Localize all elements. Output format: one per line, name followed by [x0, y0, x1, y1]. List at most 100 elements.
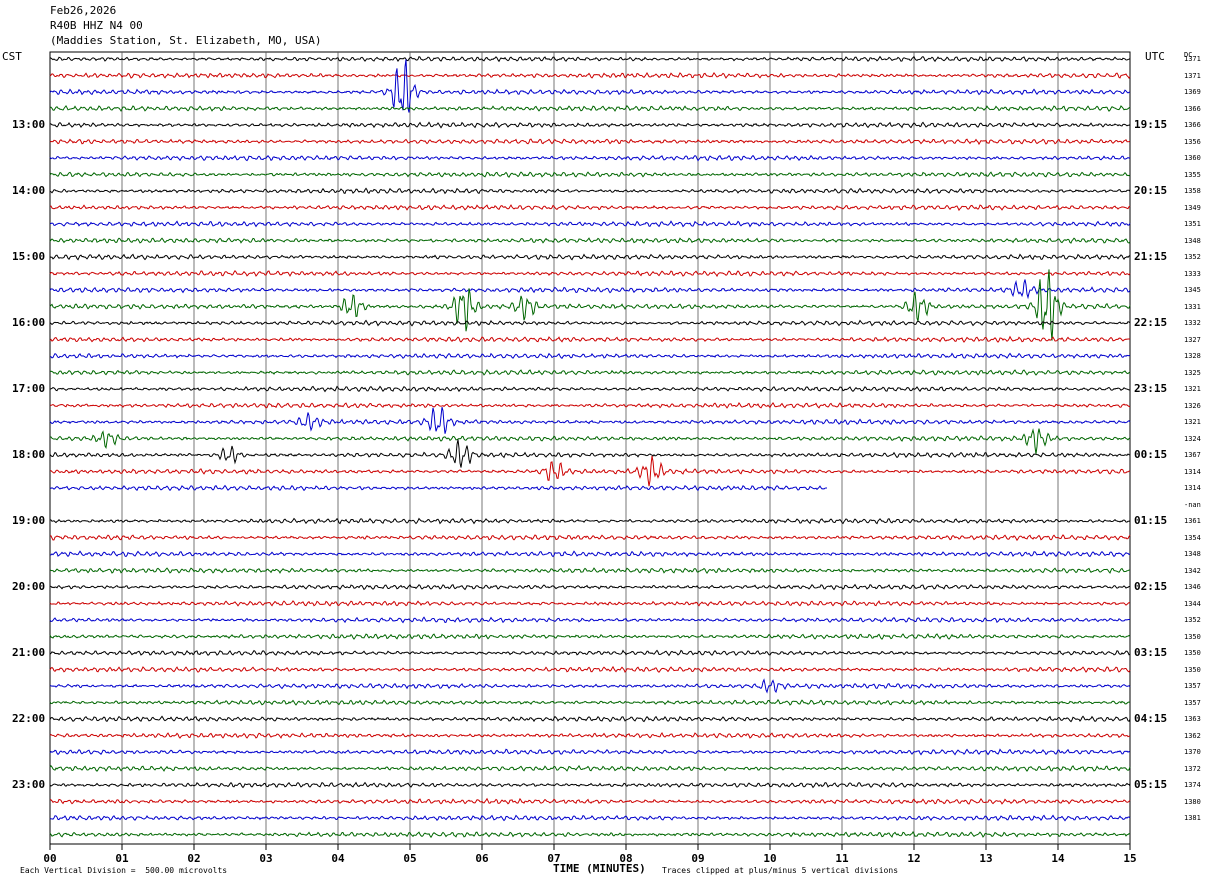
trace-line	[49, 319, 1131, 327]
right-hour-label: 19:15	[1134, 118, 1168, 131]
x-tick-label: 08	[619, 852, 633, 865]
right-hour-label: 00:15	[1134, 448, 1168, 461]
dc-value: 1371	[1184, 71, 1201, 80]
left-hour-label: 21:00	[12, 646, 46, 659]
trace-line	[49, 154, 1131, 162]
dc-value: 1327	[1184, 335, 1201, 344]
dc-value: 1372	[1184, 764, 1201, 773]
dc-value: 1367	[1184, 451, 1201, 459]
dc-value: 1380	[1184, 797, 1201, 806]
dc-value: 1350	[1184, 632, 1201, 641]
header-station: (Maddies Station, St. Elizabeth, MO, USA…	[50, 34, 322, 47]
trace-line	[49, 748, 1131, 756]
dc-value: 1351	[1184, 220, 1201, 228]
x-tick-label: 10	[763, 852, 777, 865]
dc-value: 1363	[1184, 715, 1201, 723]
trace-line	[49, 352, 1131, 359]
right-hour-label: 02:15	[1134, 580, 1168, 593]
trace-line	[49, 649, 1131, 657]
trace-line	[49, 407, 1131, 434]
left-hour-label: 19:00	[12, 514, 46, 527]
right-hour-label: 20:15	[1134, 184, 1168, 197]
x-tick-label: 13	[979, 852, 993, 865]
trace-line	[49, 187, 1131, 195]
left-hour-label: 13:00	[12, 118, 46, 131]
trace-line	[49, 279, 1131, 300]
left-hour-label: 23:00	[12, 778, 46, 791]
trace-line	[49, 550, 1131, 558]
left-hour-label: 15:00	[12, 250, 46, 263]
trace-line	[49, 633, 1131, 640]
x-tick-label: 15	[1123, 852, 1137, 865]
dc-header: DC	[1184, 51, 1193, 59]
trace-line	[49, 698, 1131, 706]
x-tick-label: 02	[187, 852, 201, 865]
trace-line	[49, 583, 1131, 591]
dc-value: 1357	[1184, 682, 1201, 690]
trace-line	[49, 678, 1131, 694]
right-timezone: UTC	[1145, 50, 1165, 63]
trace-line	[49, 567, 1131, 575]
trace-line	[49, 171, 1131, 178]
dc-value: 1381	[1184, 814, 1201, 822]
dc-value: 1321	[1184, 418, 1201, 426]
right-hour-label: 03:15	[1134, 646, 1168, 659]
dc-value: 1366	[1184, 104, 1201, 113]
dc-value: 1361	[1184, 517, 1201, 525]
left-hour-label: 18:00	[12, 448, 46, 461]
dc-value: 1352	[1184, 253, 1201, 261]
x-tick-label: 00	[43, 852, 57, 865]
trace-line	[49, 269, 1131, 341]
dc-value: 1350	[1184, 665, 1201, 674]
dc-value: 1357	[1184, 698, 1201, 707]
dc-value: 1342	[1184, 566, 1201, 575]
trace-line	[49, 814, 1131, 822]
x-tick-label: 01	[115, 852, 129, 865]
trace-line	[49, 534, 1131, 542]
dc-value: 1352	[1184, 616, 1201, 624]
trace-line	[49, 428, 1131, 455]
trace-line	[49, 237, 1131, 244]
left-timezone: CST	[2, 50, 22, 63]
x-tick-label: 14	[1051, 852, 1065, 865]
trace-line	[49, 401, 1131, 409]
right-hour-label: 21:15	[1134, 250, 1168, 263]
trace-line	[49, 455, 1131, 487]
right-hour-label: 04:15	[1134, 712, 1168, 725]
dc-value: 1314	[1184, 484, 1201, 492]
dc-value: 1369	[1184, 88, 1201, 96]
dc-value: 1358	[1184, 187, 1201, 195]
trace-line	[49, 616, 1131, 624]
dc-value: 1324	[1184, 434, 1201, 443]
x-tick-label: 07	[547, 852, 561, 865]
x-tick-label: 04	[331, 852, 345, 865]
header-channel: R40B HHZ N4 00	[50, 19, 143, 32]
dc-value: 1374	[1184, 781, 1201, 789]
trace-line	[49, 715, 1131, 723]
scale-note: Each Vertical Division = 500.00 microvol…	[20, 866, 228, 875]
trace-line	[49, 335, 1131, 343]
x-tick-label: 06	[475, 852, 489, 865]
trace-line	[49, 600, 1131, 607]
x-tick-label: 11	[835, 852, 849, 865]
dc-value: 1331	[1184, 302, 1201, 311]
plot-frame	[49, 51, 1131, 845]
dc-value: 1346	[1184, 583, 1201, 591]
trace-line	[49, 105, 1131, 112]
x-tick-label: 03	[259, 852, 273, 865]
dc-value: 1360	[1184, 154, 1201, 162]
trace-line	[49, 204, 1131, 212]
dc-value: 1370	[1184, 748, 1201, 756]
left-hour-label: 14:00	[12, 184, 46, 197]
trace-line	[49, 517, 1131, 525]
left-hour-label: 22:00	[12, 712, 46, 725]
trace-line	[49, 369, 1131, 376]
dc-value: 1356	[1184, 137, 1201, 146]
trace-line	[49, 270, 1131, 278]
dc-value: 1354	[1184, 533, 1201, 542]
right-hour-label: 05:15	[1134, 778, 1168, 791]
trace-line	[49, 220, 1131, 228]
dc-value: 1326	[1184, 401, 1201, 410]
dc-value: 1344	[1184, 599, 1201, 608]
